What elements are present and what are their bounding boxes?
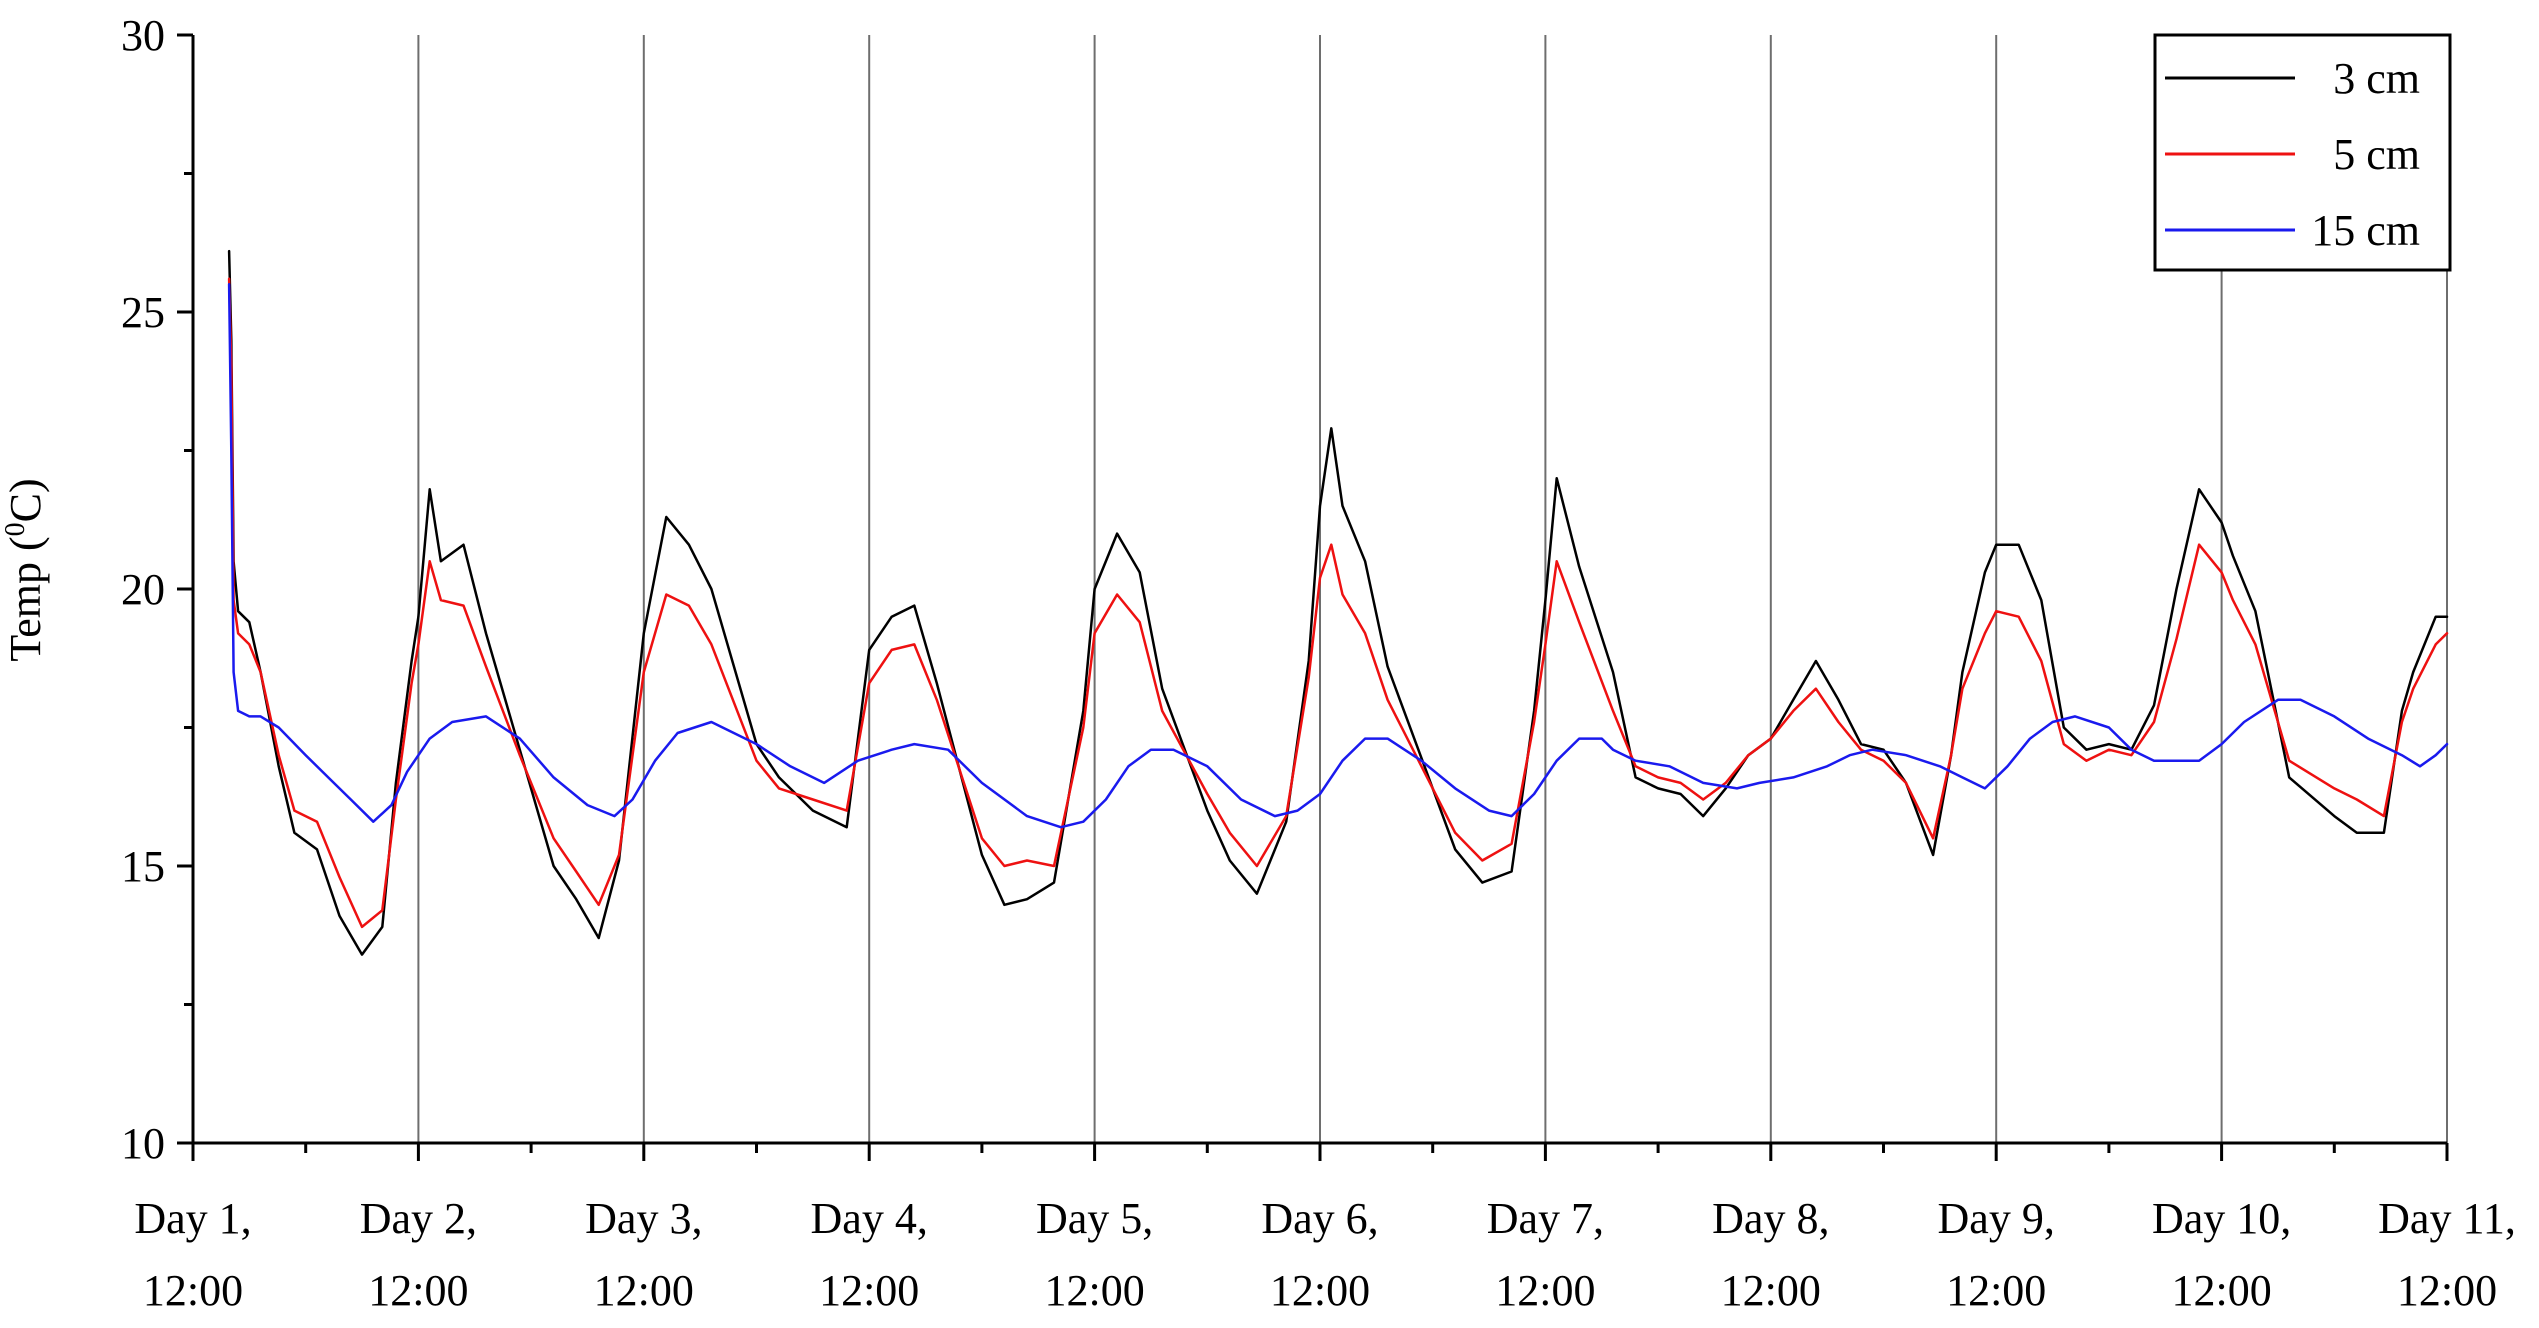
y-tick-label: 15: [121, 842, 165, 891]
x-tick-label-time: 12:00: [1721, 1266, 1821, 1315]
legend-label: 15 cm: [2311, 206, 2420, 255]
x-tick-label-time: 12:00: [2171, 1266, 2271, 1315]
x-tick-label-day: Day 9,: [1938, 1194, 2055, 1243]
x-tick-label-day: Day 10,: [2152, 1194, 2291, 1243]
x-tick-label-time: 12:00: [819, 1266, 919, 1315]
x-tick-label-time: 12:00: [2397, 1266, 2497, 1315]
x-tick-label-day: Day 2,: [360, 1194, 477, 1243]
x-tick-label-time: 12:00: [1495, 1266, 1595, 1315]
x-tick-label-day: Day 11,: [2378, 1194, 2516, 1243]
series-line-3-cm: [227, 249, 2449, 956]
x-tick-label-day: Day 8,: [1712, 1194, 1829, 1243]
x-tick-label-time: 12:00: [143, 1266, 243, 1315]
series-line-5-cm: [227, 277, 2449, 929]
x-tick-label-time: 12:00: [368, 1266, 468, 1315]
legend-label: 5 cm: [2333, 130, 2420, 179]
y-axis-title-superscript: 0: [0, 522, 31, 536]
y-tick-label: 20: [121, 565, 165, 614]
x-axis-ticks: Day 1, 12:00 Day 2, 12:00 Day 3, 12:00 Day 4, 1…: [134, 1143, 2516, 1315]
x-tick-label-day: Day 6,: [1261, 1194, 1378, 1243]
y-tick-label: 30: [121, 11, 165, 60]
x-tick-label-day: Day 3,: [585, 1194, 702, 1243]
x-tick-label-time: 12:00: [594, 1266, 694, 1315]
y-axis-title: Temp (0C): [0, 478, 50, 661]
x-tick-label-day: Day 7,: [1487, 1194, 1604, 1243]
x-tick-label-day: Day 4,: [811, 1194, 928, 1243]
x-tick-label-time: 12:00: [1270, 1266, 1370, 1315]
x-tick-label-time: 12:00: [1946, 1266, 2046, 1315]
y-tick-label: 10: [121, 1119, 165, 1168]
y-axis-ticks: 10 15 20 25 30: [121, 11, 193, 1168]
vertical-gridlines: [417, 35, 2448, 1143]
series-lines: [227, 249, 2449, 956]
y-tick-label: 25: [121, 288, 165, 337]
x-tick-label-time: 12:00: [1044, 1266, 1144, 1315]
x-tick-label-day: Day 1,: [134, 1194, 251, 1243]
legend-label: 3 cm: [2333, 54, 2420, 103]
legend: 3 cm 5 cm 15 cm: [2153, 33, 2452, 272]
series-line-15-cm: [227, 283, 2449, 829]
x-tick-label-day: Day 5,: [1036, 1194, 1153, 1243]
